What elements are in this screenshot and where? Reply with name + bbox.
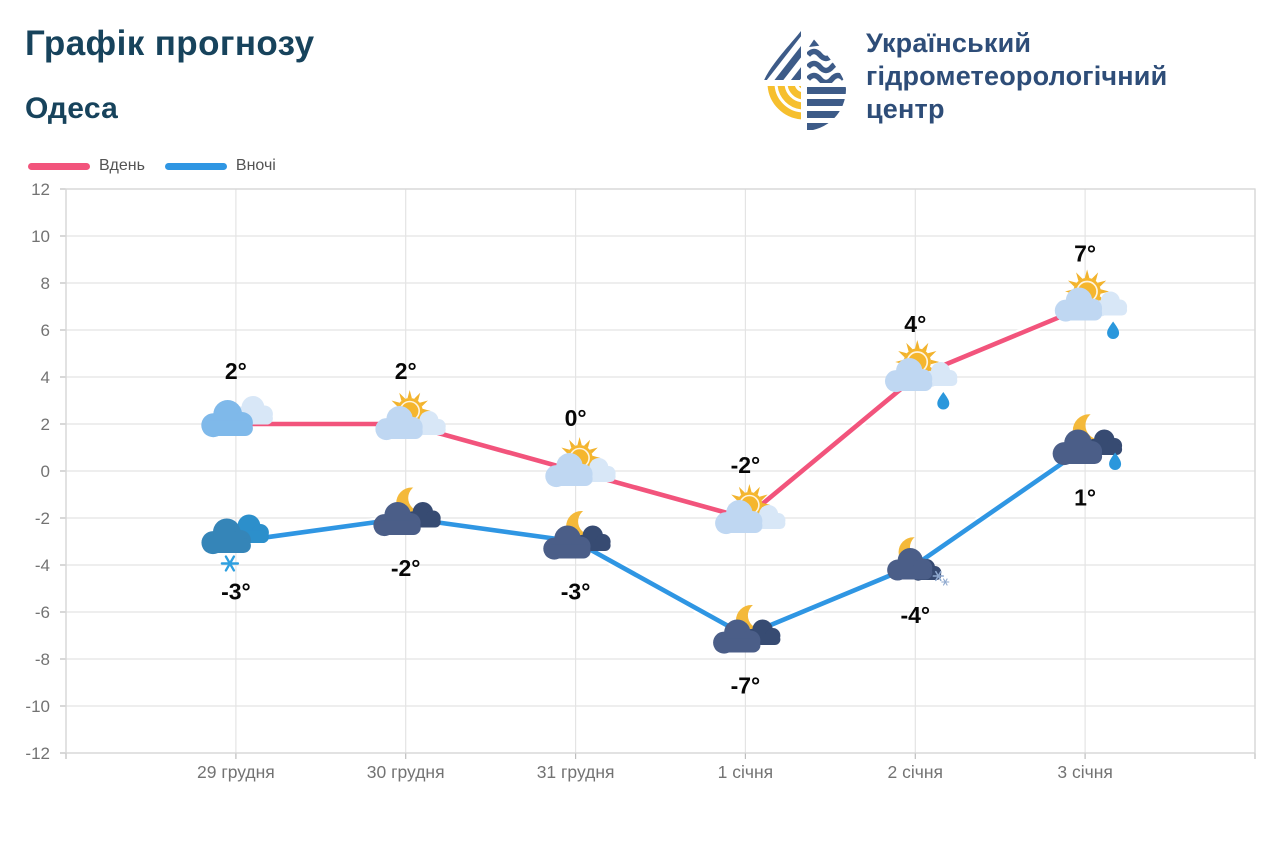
y-tick-label: -6 [35, 603, 50, 622]
cloud-shape [1052, 429, 1103, 466]
cloud-shape [887, 548, 933, 581]
water-drop-logo-icon [762, 27, 846, 130]
snowflake-icon [941, 578, 950, 586]
x-tick-label: 2 січня [888, 762, 944, 782]
org-name-line3: центр [866, 94, 945, 124]
night-line [233, 445, 1088, 638]
weather-icon-sun-cloud-rain [1054, 269, 1128, 339]
y-tick-label: 8 [41, 274, 50, 293]
y-tick-label: -12 [25, 744, 50, 763]
temp-label: 7° [1074, 241, 1096, 267]
y-tick-label: -10 [25, 697, 50, 716]
temp-label: -7° [731, 673, 761, 699]
y-tick-label: -4 [35, 556, 50, 575]
temp-label: -3° [561, 579, 591, 605]
temp-label: -3° [221, 579, 251, 605]
y-tick-label: -2 [35, 509, 50, 528]
temp-label: 4° [904, 311, 926, 337]
x-tick-label: 29 грудня [197, 762, 275, 782]
y-tick-label: 12 [31, 180, 50, 199]
weather-icon-moon-cloud [543, 511, 611, 560]
y-tick-label: 2 [41, 415, 50, 434]
temp-label: 2° [225, 358, 247, 384]
temp-label: 2° [395, 358, 417, 384]
org-logo: Український гідрометеорологічний центр [760, 25, 1167, 131]
x-tick-label: 3 січня [1057, 762, 1113, 782]
org-name-line1: Український [866, 28, 1032, 58]
weather-icon-sun-cloud [375, 390, 446, 441]
legend-label-night: Вночі [235, 157, 276, 174]
y-tick-label: 4 [41, 368, 50, 387]
day-line [233, 304, 1088, 521]
x-tick-label: 1 січня [718, 762, 774, 782]
temp-label: 1° [1074, 485, 1096, 511]
day-line-halo [231, 302, 1090, 523]
cloud-shape [1054, 287, 1103, 322]
page-title: Графік прогнозу [25, 24, 315, 63]
legend-swatch-day [28, 162, 90, 170]
cloud-shape [715, 500, 763, 535]
x-tick-label: 31 грудня [537, 762, 615, 782]
legend-label-day: Вдень [99, 157, 145, 174]
chart-legend: Вдень Вночі [28, 155, 296, 177]
y-tick-label: 10 [31, 227, 50, 246]
cloud-shape [713, 619, 761, 654]
cloud-shape [545, 453, 593, 488]
cloud-shape [375, 406, 423, 441]
weather-icon-sun-cloud [715, 484, 786, 535]
raindrop-icon [1109, 452, 1122, 470]
temp-label: -2° [731, 452, 761, 478]
cloud-shape [201, 400, 253, 438]
snowflake-icon [932, 570, 945, 582]
weather-icon-sun-cloud [545, 437, 616, 488]
weather-icon-moon-cloud-rain [1052, 414, 1123, 470]
cloud-shape [201, 518, 251, 555]
cloud-shape [922, 362, 958, 387]
x-tick-label: 30 грудня [367, 762, 445, 782]
y-tick-label: 6 [41, 321, 50, 340]
night-line-halo [231, 443, 1090, 640]
temp-label: 0° [565, 405, 587, 431]
cloud-shape [885, 358, 933, 393]
city-title: Одеса [25, 92, 119, 125]
plot-border [65, 188, 1256, 754]
temp-label: -2° [391, 555, 421, 581]
weather-icon-cloudy [201, 396, 273, 438]
weather-icon-moon-cloud [373, 487, 441, 537]
temp-label: -4° [900, 602, 930, 628]
weather-icon-sun-cloud-rain [885, 339, 958, 410]
org-name-line2: гідрометеорологічний [866, 61, 1168, 91]
weather-icon-moon-cloud-snow [887, 537, 950, 586]
weather-icon-cloud-snow [201, 514, 269, 572]
raindrop-icon [937, 392, 950, 410]
snowflake-icon [220, 555, 240, 572]
y-tick-label: 0 [41, 462, 50, 481]
weather-icon-moon-cloud [713, 605, 781, 654]
y-tick-label: -8 [35, 650, 50, 669]
org-name: Український гідрометеорологічний центр [866, 25, 1167, 126]
raindrop-icon [1107, 321, 1120, 339]
cloud-shape [543, 525, 591, 560]
cloud-shape [373, 502, 421, 537]
legend-swatch-night [164, 162, 227, 170]
